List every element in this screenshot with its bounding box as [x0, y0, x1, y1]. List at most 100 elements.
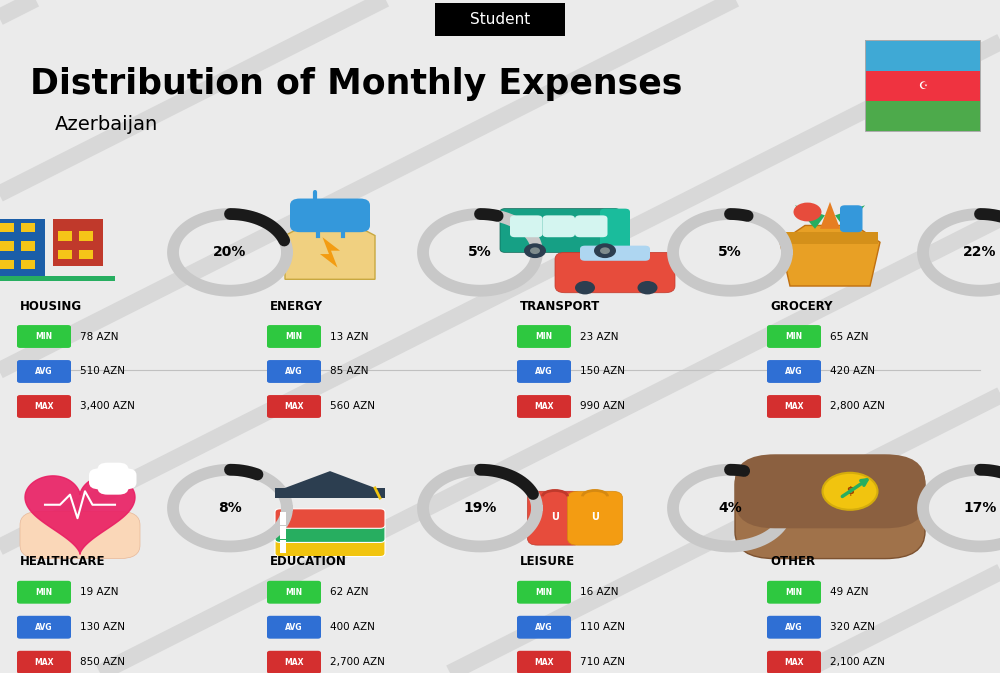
- Polygon shape: [780, 225, 880, 286]
- Circle shape: [600, 248, 610, 254]
- FancyBboxPatch shape: [17, 616, 71, 639]
- Circle shape: [794, 203, 822, 221]
- FancyBboxPatch shape: [267, 395, 321, 418]
- Text: 2,100 AZN: 2,100 AZN: [830, 658, 885, 667]
- Text: ☪: ☪: [918, 81, 927, 91]
- FancyBboxPatch shape: [0, 219, 45, 279]
- Text: MIN: MIN: [535, 588, 553, 597]
- Text: 990 AZN: 990 AZN: [580, 402, 625, 411]
- Text: 13 AZN: 13 AZN: [330, 332, 368, 341]
- Text: 400 AZN: 400 AZN: [330, 623, 375, 632]
- Text: MIN: MIN: [785, 332, 803, 341]
- FancyBboxPatch shape: [517, 360, 571, 383]
- Text: 110 AZN: 110 AZN: [580, 623, 625, 632]
- Polygon shape: [25, 476, 135, 554]
- Text: 850 AZN: 850 AZN: [80, 658, 125, 667]
- Text: LEISURE: LEISURE: [520, 555, 575, 569]
- FancyBboxPatch shape: [53, 219, 103, 266]
- FancyBboxPatch shape: [0, 276, 115, 281]
- FancyBboxPatch shape: [17, 651, 71, 673]
- Text: U: U: [591, 511, 599, 522]
- Text: 3,400 AZN: 3,400 AZN: [80, 402, 135, 411]
- Text: MAX: MAX: [534, 658, 554, 667]
- FancyBboxPatch shape: [517, 651, 571, 673]
- Text: EDUCATION: EDUCATION: [270, 555, 347, 569]
- FancyBboxPatch shape: [517, 395, 571, 418]
- Text: 4%: 4%: [718, 501, 742, 515]
- Text: 20%: 20%: [213, 246, 247, 259]
- Polygon shape: [835, 205, 865, 229]
- FancyBboxPatch shape: [280, 526, 286, 539]
- FancyBboxPatch shape: [517, 616, 571, 639]
- FancyBboxPatch shape: [267, 651, 321, 673]
- FancyBboxPatch shape: [555, 252, 675, 293]
- Text: AVG: AVG: [785, 367, 803, 376]
- Text: 19%: 19%: [463, 501, 497, 515]
- FancyBboxPatch shape: [275, 509, 385, 528]
- FancyBboxPatch shape: [280, 540, 286, 553]
- Polygon shape: [285, 212, 375, 279]
- FancyBboxPatch shape: [735, 454, 925, 528]
- Polygon shape: [285, 471, 375, 498]
- FancyBboxPatch shape: [79, 232, 93, 241]
- Text: 320 AZN: 320 AZN: [830, 623, 875, 632]
- Polygon shape: [580, 249, 655, 259]
- FancyBboxPatch shape: [267, 581, 321, 604]
- FancyBboxPatch shape: [600, 209, 630, 252]
- Text: AVG: AVG: [285, 623, 303, 632]
- FancyBboxPatch shape: [767, 395, 821, 418]
- Polygon shape: [795, 205, 825, 229]
- Text: MIN: MIN: [285, 588, 303, 597]
- Text: 420 AZN: 420 AZN: [830, 367, 875, 376]
- Circle shape: [575, 281, 595, 295]
- FancyBboxPatch shape: [17, 581, 71, 604]
- FancyBboxPatch shape: [767, 581, 821, 604]
- Text: Distribution of Monthly Expenses: Distribution of Monthly Expenses: [30, 67, 682, 101]
- FancyBboxPatch shape: [767, 325, 821, 348]
- Text: 49 AZN: 49 AZN: [830, 588, 869, 597]
- Circle shape: [530, 248, 540, 254]
- Text: 2,700 AZN: 2,700 AZN: [330, 658, 385, 667]
- Text: MIN: MIN: [35, 588, 53, 597]
- Text: MIN: MIN: [35, 332, 53, 341]
- Text: MAX: MAX: [34, 658, 54, 667]
- Text: 78 AZN: 78 AZN: [80, 332, 119, 341]
- FancyBboxPatch shape: [17, 360, 71, 383]
- Text: AVG: AVG: [35, 367, 53, 376]
- Text: 710 AZN: 710 AZN: [580, 658, 625, 667]
- Text: MIN: MIN: [535, 332, 553, 341]
- Text: 65 AZN: 65 AZN: [830, 332, 869, 341]
- FancyBboxPatch shape: [500, 209, 620, 252]
- FancyBboxPatch shape: [275, 523, 385, 542]
- FancyBboxPatch shape: [17, 325, 71, 348]
- FancyBboxPatch shape: [517, 581, 571, 604]
- Text: MAX: MAX: [34, 402, 54, 411]
- Text: 5%: 5%: [468, 246, 492, 259]
- FancyBboxPatch shape: [79, 250, 93, 259]
- Text: 23 AZN: 23 AZN: [580, 332, 619, 341]
- FancyBboxPatch shape: [767, 360, 821, 383]
- Text: GROCERY: GROCERY: [770, 299, 832, 313]
- Circle shape: [638, 281, 658, 295]
- FancyBboxPatch shape: [767, 616, 821, 639]
- Text: 150 AZN: 150 AZN: [580, 367, 625, 376]
- FancyBboxPatch shape: [280, 512, 286, 525]
- FancyBboxPatch shape: [568, 491, 622, 545]
- FancyBboxPatch shape: [89, 468, 136, 489]
- FancyBboxPatch shape: [290, 199, 370, 232]
- Circle shape: [822, 472, 878, 510]
- FancyBboxPatch shape: [865, 40, 980, 71]
- Text: 17%: 17%: [963, 501, 997, 515]
- Text: 510 AZN: 510 AZN: [80, 367, 125, 376]
- Text: Azerbaijan: Azerbaijan: [55, 115, 158, 134]
- FancyBboxPatch shape: [58, 250, 72, 259]
- FancyBboxPatch shape: [21, 260, 35, 269]
- FancyBboxPatch shape: [21, 223, 35, 232]
- Text: AVG: AVG: [35, 623, 53, 632]
- Polygon shape: [320, 238, 340, 267]
- FancyBboxPatch shape: [267, 616, 321, 639]
- FancyBboxPatch shape: [275, 537, 385, 557]
- Polygon shape: [820, 202, 840, 229]
- Text: MAX: MAX: [284, 402, 304, 411]
- Text: 8%: 8%: [218, 501, 242, 515]
